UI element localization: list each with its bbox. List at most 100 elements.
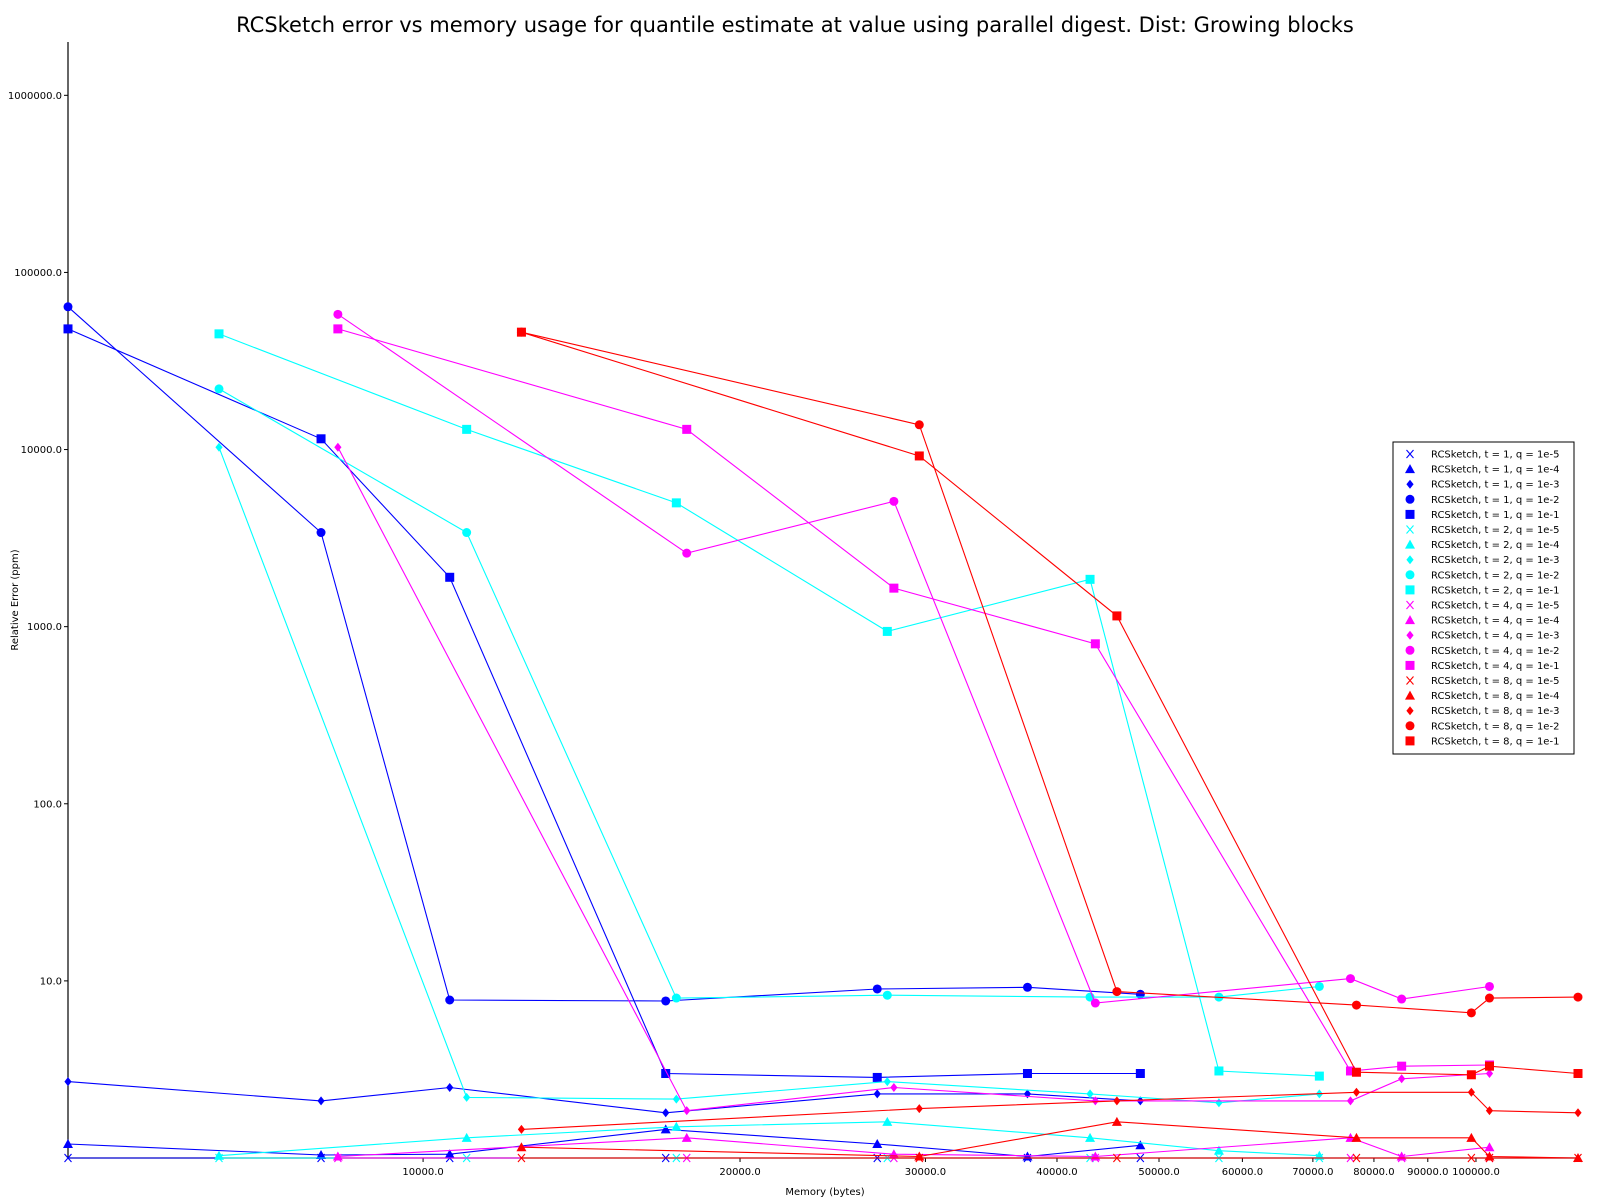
data-point bbox=[890, 1083, 898, 1093]
legend-marker bbox=[1406, 676, 1414, 685]
data-point bbox=[517, 1124, 526, 1134]
legend-marker bbox=[1405, 509, 1415, 519]
axes bbox=[67, 42, 1578, 1159]
data-point bbox=[1352, 1153, 1361, 1163]
data-point bbox=[214, 329, 224, 339]
legend-entry: RCSketch, t = 4, q = 1e-2 bbox=[1405, 645, 1559, 657]
series-14 bbox=[333, 324, 1494, 1076]
legend-entry: RCSketch, t = 4, q = 1e-5 bbox=[1406, 600, 1559, 612]
data-point bbox=[1351, 1132, 1362, 1142]
series-line bbox=[67, 1128, 1141, 1158]
data-point bbox=[914, 451, 924, 461]
data-point bbox=[463, 1092, 471, 1102]
y-tick-label: 1000000.0 bbox=[8, 91, 62, 102]
data-point bbox=[914, 420, 924, 430]
data-point bbox=[516, 327, 526, 337]
data-point bbox=[1022, 982, 1032, 992]
data-point bbox=[1467, 1087, 1475, 1097]
data-point bbox=[316, 528, 326, 538]
x-tick-label: 90000.0 bbox=[1407, 1167, 1448, 1178]
series-line bbox=[67, 1081, 1141, 1114]
data-point bbox=[1086, 1089, 1094, 1099]
series-line bbox=[337, 313, 1490, 1004]
x-tick-label: 20000.0 bbox=[719, 1167, 760, 1178]
legend-marker bbox=[1405, 736, 1415, 746]
data-point bbox=[683, 1106, 691, 1116]
legend-marker bbox=[1406, 525, 1414, 534]
tick-layer: 10.0 100.0 1000.0 10000.0 100000.0 1000000.0 1… bbox=[8, 91, 1500, 1178]
series-7 bbox=[215, 442, 1323, 1108]
data-point bbox=[446, 1083, 454, 1093]
data-point bbox=[914, 1151, 925, 1161]
legend-entry: RCSketch, t = 8, q = 1e-5 bbox=[1406, 676, 1559, 687]
legend-label: RCSketch, t = 8, q = 1e-2 bbox=[1431, 721, 1559, 732]
data-point bbox=[1314, 981, 1324, 991]
data-point bbox=[872, 1138, 883, 1148]
data-point bbox=[1397, 994, 1407, 1004]
legend-label: RCSketch, t = 1, q = 1e-4 bbox=[1431, 465, 1559, 476]
data-point bbox=[1484, 981, 1494, 991]
legend-marker bbox=[1405, 645, 1415, 655]
series-19 bbox=[516, 327, 1583, 1080]
series-line bbox=[67, 306, 1141, 1002]
data-point bbox=[1112, 611, 1122, 621]
legend-marker bbox=[1406, 600, 1414, 610]
x-tick-label: 60000.0 bbox=[1222, 1167, 1263, 1178]
data-point bbox=[882, 1116, 893, 1126]
data-point bbox=[1314, 1071, 1324, 1081]
data-point bbox=[671, 1121, 682, 1131]
data-point bbox=[1574, 1108, 1582, 1118]
legend-label: RCSketch, t = 2, q = 1e-1 bbox=[1431, 585, 1559, 596]
x-axis-label: Memory (bytes) bbox=[785, 1187, 864, 1198]
data-point bbox=[882, 626, 892, 636]
data-point bbox=[316, 434, 326, 444]
data-point bbox=[1346, 1096, 1355, 1106]
legend-box bbox=[1392, 441, 1575, 755]
legend-label: RCSketch, t = 2, q = 1e-5 bbox=[1431, 525, 1559, 536]
data-point bbox=[1573, 992, 1583, 1002]
legend-entry: RCSketch, t = 2, q = 1e-2 bbox=[1405, 570, 1559, 581]
data-point bbox=[661, 996, 671, 1006]
data-point bbox=[1135, 1140, 1146, 1150]
data-point bbox=[661, 1068, 671, 1078]
data-point bbox=[1135, 1068, 1145, 1078]
data-point bbox=[1573, 1153, 1583, 1162]
data-point bbox=[1090, 998, 1100, 1008]
data-point bbox=[1111, 1116, 1122, 1126]
legend-marker bbox=[1405, 660, 1415, 670]
data-point bbox=[1215, 1098, 1223, 1108]
legend-marker bbox=[1406, 479, 1414, 489]
legend-entry: RCSketch, t = 1, q = 1e-3 bbox=[1406, 479, 1559, 491]
data-point bbox=[1573, 1068, 1583, 1078]
legend-entry: RCSketch, t = 2, q = 1e-4 bbox=[1405, 539, 1559, 551]
legend-label: RCSketch, t = 4, q = 1e-4 bbox=[1431, 616, 1559, 627]
legend-label: RCSketch, t = 8, q = 1e-3 bbox=[1431, 706, 1559, 717]
legend-entry: RCSketch, t = 1, q = 1e-5 bbox=[1406, 450, 1559, 461]
x-tick-label: 10000.0 bbox=[402, 1167, 443, 1178]
legend-label: RCSketch, t = 2, q = 1e-3 bbox=[1431, 555, 1559, 566]
data-point bbox=[662, 1108, 670, 1118]
data-point bbox=[872, 984, 882, 994]
legend-entry: RCSketch, t = 1, q = 1e-2 bbox=[1405, 494, 1559, 506]
y-tick-label: 1000.0 bbox=[27, 622, 62, 633]
data-point bbox=[316, 1149, 327, 1159]
legend-marker bbox=[1406, 555, 1414, 565]
series-line bbox=[337, 328, 1490, 1072]
series-line bbox=[218, 447, 1320, 1104]
data-point bbox=[214, 384, 224, 394]
data-point bbox=[671, 993, 681, 1003]
legend-marker bbox=[1405, 570, 1415, 580]
x-tick-label: 80000.0 bbox=[1353, 1167, 1394, 1178]
data-point bbox=[1085, 1132, 1096, 1142]
series-12 bbox=[334, 442, 1494, 1116]
data-point bbox=[1345, 974, 1355, 984]
legend-entry: RCSketch, t = 4, q = 1e-1 bbox=[1405, 660, 1559, 672]
series-2 bbox=[64, 1077, 1144, 1118]
data-point bbox=[915, 1104, 923, 1114]
legend-entry: RCSketch, t = 1, q = 1e-4 bbox=[1405, 464, 1559, 476]
series-13 bbox=[333, 309, 1494, 1008]
data-point bbox=[1351, 1000, 1361, 1010]
data-point bbox=[64, 1153, 72, 1163]
series-17 bbox=[517, 1087, 1582, 1134]
